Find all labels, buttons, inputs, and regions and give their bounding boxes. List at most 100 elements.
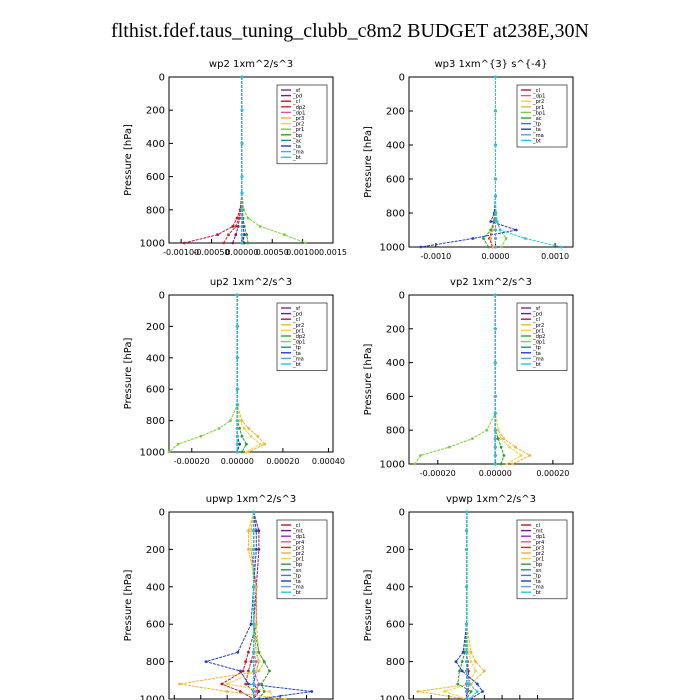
- data-point: [482, 237, 485, 240]
- data-point: [268, 669, 271, 673]
- y-tick-label: 600: [386, 175, 405, 186]
- y-tick-label: 600: [146, 172, 165, 183]
- chart-title: upwp 1xm^2/s^3: [206, 494, 296, 505]
- legend-label: _pr2: [532, 99, 544, 105]
- data-point: [475, 690, 479, 693]
- data-point: [465, 510, 468, 514]
- y-tick-label: 400: [146, 139, 165, 150]
- y-tick-label: 0: [159, 291, 165, 302]
- data-point: [257, 669, 261, 673]
- data-point: [284, 697, 287, 700]
- data-point: [252, 682, 256, 686]
- legend-label: _mt: [292, 529, 303, 535]
- data-point: [258, 442, 262, 446]
- data-point: [304, 241, 308, 245]
- data-point: [494, 109, 497, 113]
- data-point: [256, 434, 260, 438]
- x-tick-label: -0.00100: [163, 248, 199, 257]
- data-point: [257, 650, 261, 654]
- data-point: [245, 442, 248, 446]
- series-line: [414, 295, 496, 465]
- legend-label: _bt: [292, 155, 301, 161]
- data-point: [263, 442, 267, 446]
- data-point: [231, 241, 235, 245]
- data-point: [182, 241, 186, 245]
- legend-label: _pr3: [292, 116, 304, 122]
- y-tick-label: 800: [386, 209, 405, 220]
- x-tick-label: 0.00000: [221, 457, 254, 466]
- legend-label: _ta: [292, 579, 301, 585]
- legend-label: _pr1: [292, 127, 304, 133]
- data-point: [493, 395, 497, 398]
- series-line: [236, 295, 261, 453]
- data-point: [257, 690, 261, 693]
- y-tick-label: 800: [386, 657, 405, 668]
- data-point: [235, 387, 239, 391]
- data-point: [456, 682, 460, 686]
- data-point: [249, 529, 253, 533]
- data-point: [254, 669, 258, 673]
- data-point: [447, 445, 451, 449]
- x-tick-label: 0.00020: [536, 469, 569, 478]
- data-point: [252, 650, 256, 654]
- data-point: [247, 650, 250, 654]
- data-point: [222, 241, 226, 245]
- data-point: [496, 428, 500, 432]
- y-tick-label: 200: [386, 545, 405, 556]
- legend-label: _dp1: [292, 534, 305, 540]
- data-point: [494, 237, 497, 240]
- legend-label: _bt: [532, 138, 541, 144]
- data-point: [240, 450, 244, 454]
- data-point: [234, 233, 238, 237]
- legend-label: _cl: [532, 523, 540, 529]
- x-tick-label: -0.00050: [194, 248, 230, 257]
- data-point: [252, 669, 256, 673]
- legend-label: _pr1: [532, 557, 544, 563]
- y-tick-label: 200: [146, 322, 165, 333]
- x-tick-label: 0.0010: [541, 252, 569, 261]
- chart-title: vpwp 1xm^2/s^3: [446, 494, 536, 505]
- data-point: [523, 237, 527, 240]
- data-point: [236, 650, 240, 654]
- data-point: [493, 462, 497, 466]
- data-point: [519, 454, 523, 457]
- y-tick-label: 400: [386, 582, 405, 593]
- data-point: [217, 427, 221, 430]
- series-line: [236, 295, 266, 453]
- legend-label: _dp2: [532, 334, 545, 340]
- legend-label: _pr4: [532, 540, 545, 546]
- series-line: [495, 77, 562, 248]
- data-point: [504, 237, 508, 240]
- chart-panel-5: upwp 1xm^2/s^3 Pressure [hPa] 0 200 400 600 80…: [123, 494, 334, 700]
- y-axis-label: Pressure [hPa]: [123, 570, 134, 642]
- chart-title: wp3 1xm^{3} s^{-4}: [434, 59, 547, 70]
- data-point: [493, 445, 497, 449]
- data-point: [505, 462, 509, 466]
- data-point: [262, 660, 266, 663]
- data-point: [467, 697, 471, 700]
- data-point: [254, 660, 258, 663]
- data-point: [249, 622, 253, 626]
- legend-label: _cl: [292, 523, 300, 529]
- data-point: [227, 233, 230, 237]
- legend-label: _ta: [532, 351, 541, 357]
- data-point: [257, 548, 261, 551]
- y-tick-label: 1000: [140, 695, 165, 700]
- data-point: [252, 660, 256, 663]
- data-point: [240, 142, 244, 145]
- data-point: [167, 450, 171, 454]
- legend-label: _ta: [292, 144, 301, 150]
- data-point: [489, 228, 493, 232]
- data-point: [495, 220, 499, 223]
- data-point: [465, 669, 468, 673]
- data-point: [511, 462, 514, 466]
- data-point: [178, 682, 182, 686]
- y-tick-label: 800: [386, 426, 405, 437]
- data-point: [465, 682, 468, 686]
- data-point: [245, 450, 248, 454]
- legend-label: _sf: [532, 306, 540, 312]
- data-point: [240, 175, 244, 179]
- y-tick-label: 200: [146, 545, 165, 556]
- data-point: [176, 442, 180, 446]
- x-tick-label: 0.00000: [479, 469, 512, 478]
